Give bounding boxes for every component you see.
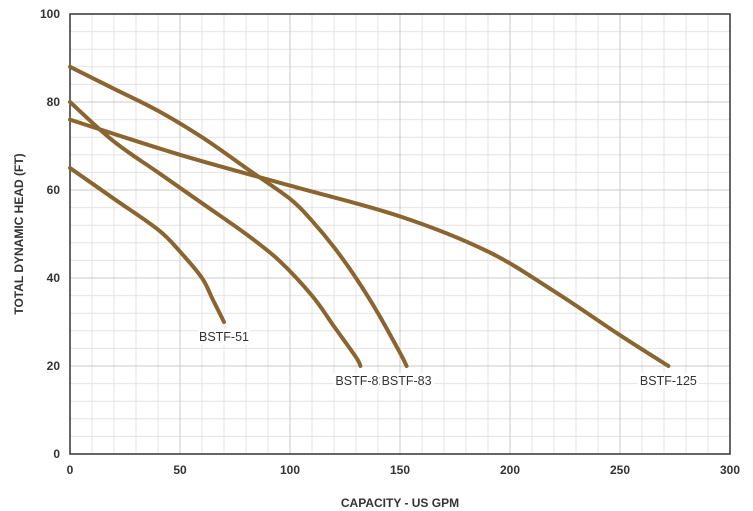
curve-label-bstf-82: BSTF-82 — [335, 374, 385, 388]
curve-label-background — [333, 373, 388, 389]
x-axis-title: CAPACITY - US GPM — [341, 496, 459, 510]
y-tick-label: 80 — [47, 95, 61, 109]
pump-curves — [68, 64, 671, 368]
curve-bstf-83 — [68, 64, 409, 368]
curve-label-bstf-83: BSTF-83 — [382, 374, 432, 388]
y-tick-label: 40 — [47, 271, 61, 285]
x-tick-label: 50 — [173, 463, 187, 477]
y-tick-label: 60 — [47, 183, 61, 197]
x-tick-label: 0 — [67, 463, 74, 477]
x-tick-label: 100 — [280, 463, 300, 477]
x-tick-labels: 0 50 100 150 200 250 300 — [67, 463, 741, 477]
y-tick-label: 0 — [53, 447, 60, 461]
curve-bstf-125 — [68, 117, 671, 368]
curve-label-background — [637, 373, 699, 389]
curve-bstf-82 — [68, 100, 363, 368]
x-tick-label: 150 — [390, 463, 410, 477]
curve-label-background — [379, 373, 434, 389]
curve-bstf-51 — [68, 166, 226, 324]
y-tick-labels: 0 20 40 60 80 100 — [40, 7, 60, 461]
y-tick-label: 20 — [47, 359, 61, 373]
curve-label-bstf-125: BSTF-125 — [640, 374, 697, 388]
curve-label-background — [196, 329, 252, 345]
y-axis-title: TOTAL DYNAMIC HEAD (FT) — [12, 153, 26, 314]
x-tick-label: 250 — [610, 463, 630, 477]
y-tick-label: 100 — [40, 7, 60, 21]
curve-label-bstf-51: BSTF-51 — [199, 330, 249, 344]
x-tick-label: 300 — [720, 463, 740, 477]
plot-frame — [69, 13, 731, 455]
x-tick-label: 200 — [500, 463, 520, 477]
